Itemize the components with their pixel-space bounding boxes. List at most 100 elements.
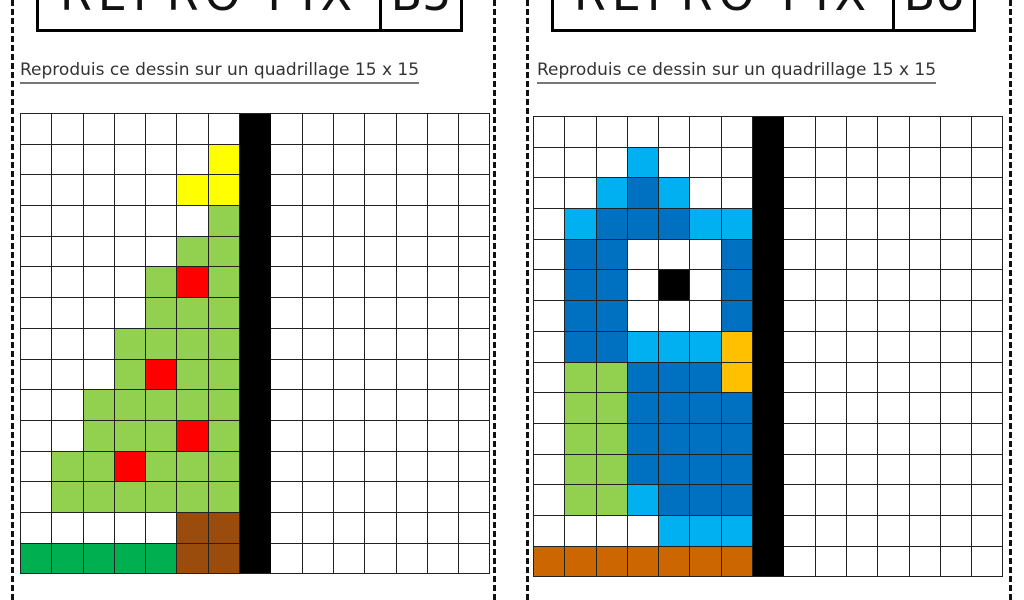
grid-cell	[596, 178, 628, 210]
grid-cell	[909, 485, 941, 516]
grid-cell	[177, 390, 209, 421]
grid-cell	[271, 359, 303, 391]
grid-cell	[365, 390, 397, 421]
grid-cell	[753, 454, 785, 486]
grid-cell	[659, 178, 691, 210]
grid-cell	[459, 267, 491, 299]
grid-cell	[627, 239, 660, 271]
grid-cell	[972, 454, 1004, 486]
grid-cell	[333, 206, 366, 237]
grid-cell	[83, 206, 115, 237]
grid-cell	[427, 114, 460, 145]
grid-cell	[208, 206, 241, 237]
grid-cell	[534, 331, 566, 363]
grid-cell	[659, 393, 691, 424]
grid-cell	[784, 423, 816, 455]
grid-cell	[846, 454, 879, 486]
grid-cell	[909, 362, 941, 394]
grid-cell	[534, 393, 566, 424]
grid-cell	[21, 451, 53, 483]
grid-cell	[690, 301, 722, 332]
grid-cell	[846, 362, 879, 394]
grid-cell	[721, 209, 754, 240]
grid-cell	[815, 362, 847, 394]
grid-cell	[333, 451, 366, 483]
grid-cell	[146, 543, 178, 575]
grid-cell	[753, 362, 785, 394]
grid-cell	[146, 451, 178, 483]
grid-cell	[534, 454, 566, 486]
grid-cell	[753, 331, 785, 363]
grid-cell	[459, 206, 491, 237]
grid-cell	[114, 144, 147, 176]
grid-cell	[83, 175, 115, 207]
grid-cell	[146, 512, 178, 544]
grid-cell	[940, 178, 973, 210]
grid-cell	[596, 393, 628, 424]
grid-cell	[753, 178, 785, 210]
grid-cell	[146, 175, 178, 207]
grid-cell	[690, 423, 722, 455]
grid-cell	[52, 298, 84, 329]
grid-cell	[83, 114, 115, 145]
grid-cell	[459, 512, 491, 544]
cut-line-middle-left	[493, 0, 496, 600]
grid-cell	[534, 270, 566, 302]
grid-cell	[940, 239, 973, 271]
grid-cell	[565, 331, 597, 363]
grid-cell	[721, 178, 754, 210]
grid-cell	[177, 512, 209, 544]
grid-cell	[846, 209, 879, 240]
grid-cell	[721, 117, 754, 148]
grid-cell	[427, 267, 460, 299]
instruction: Reproduis ce dessin sur un quadrillage 1…	[537, 60, 937, 84]
grid-cell	[271, 512, 303, 544]
grid-cell	[846, 178, 879, 210]
grid-cell	[627, 331, 660, 363]
grid-cell	[396, 451, 428, 483]
grid-cell	[396, 298, 428, 329]
grid-cell	[659, 147, 691, 179]
grid-cell	[972, 331, 1004, 363]
grid-cell	[878, 331, 910, 363]
grid-cell	[534, 515, 566, 547]
grid-cell	[784, 301, 816, 332]
grid-cell	[940, 454, 973, 486]
grid-cell	[177, 359, 209, 391]
grid-cell	[815, 270, 847, 302]
grid-cell	[208, 420, 241, 452]
grid-cell	[784, 117, 816, 148]
grid-cell	[909, 423, 941, 455]
grid-cell	[972, 423, 1004, 455]
grid-cell	[396, 206, 428, 237]
grid-cell	[52, 328, 84, 360]
grid-cell	[365, 328, 397, 360]
grid-cell	[52, 451, 84, 483]
grid-cell	[271, 114, 303, 145]
grid-cell	[83, 359, 115, 391]
grid-cell	[940, 515, 973, 547]
grid-cell	[396, 420, 428, 452]
grid-cell	[659, 515, 691, 547]
grid-cell	[146, 267, 178, 299]
grid-cell	[365, 451, 397, 483]
grid-cell	[878, 485, 910, 516]
grid-cell	[114, 267, 147, 299]
grid-cell	[627, 485, 660, 516]
grid-cell	[83, 390, 115, 421]
grid-cell	[940, 270, 973, 302]
grid-cell	[396, 390, 428, 421]
grid-cell	[177, 206, 209, 237]
grid-cell	[83, 420, 115, 452]
grid-cell	[459, 175, 491, 207]
grid-cell	[146, 390, 178, 421]
grid-cell	[565, 209, 597, 240]
grid-cell	[909, 515, 941, 547]
grid-cell	[627, 423, 660, 455]
grid-cell	[878, 178, 910, 210]
grid-cell	[659, 209, 691, 240]
grid-cell	[83, 267, 115, 299]
grid-cell	[909, 454, 941, 486]
grid-cell	[753, 423, 785, 455]
grid-cell	[627, 147, 660, 179]
